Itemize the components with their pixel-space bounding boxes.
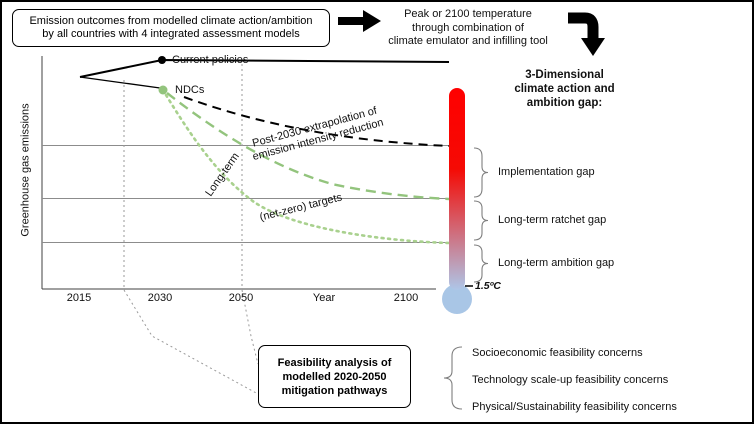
x-tick-2100: 2100 [393, 292, 419, 304]
ndcs-label: NDCs [175, 84, 205, 96]
funnel-lines [123, 289, 259, 395]
ndc-dot [158, 85, 168, 95]
y-axis-label: Greenhouse gas emissions [19, 103, 32, 237]
gap-heading: 3-Dimensional climate action and ambitio… [497, 68, 632, 110]
longterm-ratchet-gap-label: Long-term ratchet gap [498, 214, 607, 226]
model-outcomes-line1: Emission outcomes from modelled climate … [29, 15, 313, 27]
temperature-note: Peak or 2100 temperature through combina… [382, 8, 554, 49]
x-axis-label: Year [312, 292, 336, 304]
chart-gridlines [42, 145, 449, 243]
flow-right-arrow [338, 10, 381, 32]
concern-physical: Physical/Sustainability feasibility conc… [472, 401, 677, 413]
model-outcomes-line2: by all countries with 4 integrated asses… [42, 28, 300, 40]
current-policies-label: Current policies [172, 54, 249, 66]
thermometer [442, 88, 473, 314]
thermometer-bar [449, 88, 465, 290]
implementation-gap-brace [473, 147, 489, 198]
thermometer-bulb [442, 284, 472, 314]
feasibility-box-line1: Feasibility analysis of [277, 356, 392, 369]
feasibility-box-line3: mitigation pathways [281, 384, 388, 397]
ndc-line [166, 92, 450, 201]
feasibility-box: Feasibility analysis of modelled 2020-20… [258, 345, 411, 408]
bent-down-arrow [568, 12, 605, 56]
feasibility-brace [443, 346, 463, 410]
concern-socioeconomic: Socioeconomic feasibility concerns [472, 347, 643, 359]
gap-heading-line1: 3-Dimensional [525, 69, 604, 81]
gap-braces [473, 147, 489, 283]
current-policies-dot [158, 56, 166, 64]
concern-technology: Technology scale-up feasibility concerns [472, 374, 669, 386]
temperature-note-line1: Peak or 2100 temperature [404, 8, 532, 20]
gap-heading-line2: climate action and [514, 83, 615, 95]
longterm-ambition-gap-label: Long-term ambition gap [498, 257, 615, 269]
implementation-gap-label: Implementation gap [498, 166, 595, 178]
x-tick-2030: 2030 [147, 292, 173, 304]
temperature-note-line2: through combination of [412, 21, 524, 34]
temperature-note-line3: climate emulator and infilling tool [388, 35, 548, 47]
gap-heading-line3: ambition gap: [526, 97, 603, 109]
ratchet-gap-brace [473, 200, 489, 241]
post2030-extrapolation-line [183, 96, 450, 147]
feasibility-box-line2: modelled 2020-2050 [282, 370, 387, 383]
x-tick-2050: 2050 [228, 292, 254, 304]
x-tick-2015: 2015 [66, 292, 92, 304]
netzero-targets-line [164, 93, 451, 245]
temp-1-5c-label: 1.5ºC [475, 280, 502, 292]
chart-axes [41, 56, 436, 290]
ambition-gap-brace [473, 244, 489, 283]
current-policies-line [79, 56, 450, 95]
model-outcomes-box: Emission outcomes from modelled climate … [12, 9, 330, 47]
